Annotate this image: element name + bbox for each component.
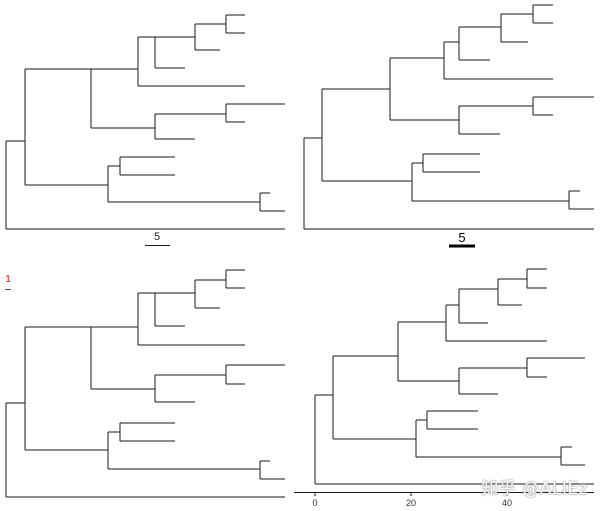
scale-bar-label: 5 xyxy=(458,230,465,245)
scale-bar-label: 1 xyxy=(5,274,11,285)
tree-bottom-right xyxy=(314,268,594,485)
tree-branches xyxy=(314,268,594,485)
axis-bottom-right: 0 20 40 xyxy=(294,492,594,508)
axis-tick-label-0: 0 xyxy=(312,498,317,508)
axis-tick-label-40: 40 xyxy=(502,498,512,508)
tree-branches xyxy=(303,4,594,230)
scale-bar-bottom-left: 1 xyxy=(5,274,11,290)
axis-tick-label-20: 20 xyxy=(406,498,416,508)
scale-bar-label: 5 xyxy=(154,231,160,243)
tree-branches xyxy=(5,269,285,498)
tree-bottom-left xyxy=(5,269,285,498)
tree-branches xyxy=(5,14,285,230)
scale-bar-top-left: 5 xyxy=(145,231,170,246)
tree-top-left xyxy=(5,14,285,230)
scale-bar-top-right: 5 xyxy=(449,230,475,248)
tree-top-right xyxy=(303,4,594,230)
watermark: 知乎 @ALIEz xyxy=(481,479,588,499)
